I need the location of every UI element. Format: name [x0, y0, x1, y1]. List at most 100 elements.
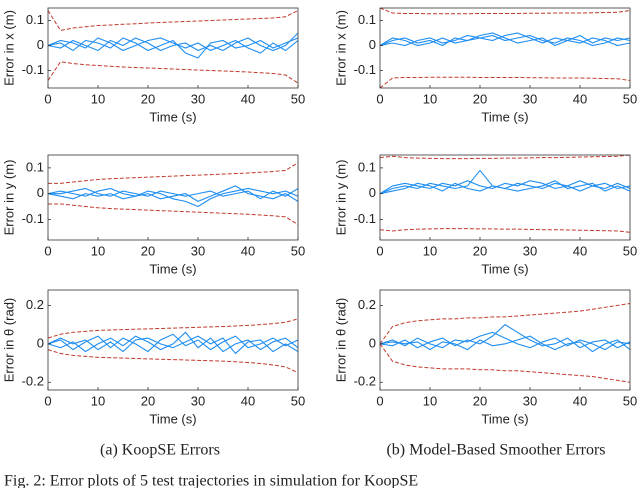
- axes-box: [47, 289, 299, 391]
- x-tick-label: 40: [241, 91, 255, 106]
- x-tick-label: 50: [291, 91, 305, 106]
- x-axis-label: Time (s): [481, 261, 528, 276]
- trajectory-line: [48, 187, 298, 208]
- x-tick-label: 40: [241, 393, 255, 408]
- trajectory-line: [48, 203, 298, 225]
- y-tick-label: 0: [37, 37, 44, 52]
- x-tick-label: 20: [141, 243, 155, 258]
- trajectory-line: [48, 10, 298, 32]
- x-tick-label: 40: [573, 91, 587, 106]
- caption-b: (b) Model-Based Smoother Errors: [386, 442, 605, 459]
- trajectory-line: [48, 333, 298, 353]
- y-axis-label: Error in y (m): [1, 160, 16, 236]
- trajectory-line: [48, 61, 298, 84]
- x-tick-label: 30: [191, 91, 205, 106]
- trajectory-line: [48, 318, 298, 339]
- trajectory-line: [380, 34, 630, 47]
- x-tick-label: 10: [423, 243, 437, 258]
- x-axis-label: Time (s): [481, 411, 528, 426]
- y-tick-label: 0: [369, 37, 376, 52]
- trajectory-line: [380, 343, 630, 383]
- trajectory-line: [380, 32, 630, 47]
- trajectory-line: [380, 323, 630, 349]
- x-tick-label: 30: [191, 393, 205, 408]
- y-axis-label: Error in x (m): [1, 10, 16, 86]
- x-tick-label: 20: [473, 243, 487, 258]
- y-tick-label: -0.1: [22, 211, 44, 226]
- y-axis-label: Error in θ (rad): [1, 298, 16, 383]
- x-tick-label: 30: [523, 243, 537, 258]
- trajectory-line: [380, 180, 630, 195]
- caption-a: (a) KoopSE Errors: [100, 442, 220, 459]
- trajectory-line: [380, 76, 630, 88]
- axes-box: [379, 7, 631, 89]
- x-tick-label: 20: [141, 91, 155, 106]
- trajectory-line: [48, 185, 298, 202]
- trajectory-line: [380, 302, 630, 345]
- axes-box: [47, 154, 299, 241]
- x-tick-label: 50: [623, 91, 637, 106]
- x-axis-label: Time (s): [149, 411, 196, 426]
- x-tick-label: 0: [376, 393, 383, 408]
- axes-box: [379, 154, 631, 241]
- x-axis-label: Time (s): [149, 261, 196, 276]
- x-tick-label: 40: [573, 393, 587, 408]
- trajectory-line: [48, 162, 298, 184]
- y-tick-label: 0: [37, 185, 44, 200]
- trajectory-line: [380, 8, 630, 15]
- x-tick-label: 50: [623, 393, 637, 408]
- axes-box: [47, 7, 299, 89]
- trajectory-line: [380, 169, 630, 195]
- x-tick-label: 40: [573, 243, 587, 258]
- trajectory-line: [380, 180, 630, 195]
- y-tick-label: 0: [369, 185, 376, 200]
- x-tick-label: 10: [423, 393, 437, 408]
- trajectory-line: [48, 349, 298, 374]
- y-tick-label: 0.1: [26, 12, 44, 27]
- figure-caption: Fig. 2: Error plots of 5 test trajectori…: [4, 473, 418, 488]
- y-axis-label: Error in x (m): [333, 10, 348, 86]
- x-tick-label: 20: [141, 393, 155, 408]
- y-axis-label: Error in θ (rad): [333, 298, 348, 383]
- x-tick-label: 10: [91, 393, 105, 408]
- x-tick-label: 40: [241, 243, 255, 258]
- trajectory-line: [48, 331, 298, 353]
- trajectory-line: [48, 187, 298, 200]
- x-tick-label: 20: [473, 393, 487, 408]
- y-tick-label: 0: [369, 335, 376, 350]
- y-tick-label: 0.1: [358, 12, 376, 27]
- y-tick-label: 0.2: [358, 297, 376, 312]
- y-tick-label: 0.2: [26, 297, 44, 312]
- y-tick-label: 0.1: [26, 159, 44, 174]
- trajectory-line: [48, 32, 298, 52]
- trajectory-line: [380, 32, 630, 47]
- x-tick-label: 10: [91, 91, 105, 106]
- axes-box: [379, 289, 631, 391]
- x-tick-label: 30: [191, 243, 205, 258]
- y-tick-label: -0.1: [354, 211, 376, 226]
- trajectory-line: [380, 228, 630, 233]
- x-axis-label: Time (s): [481, 109, 528, 124]
- trajectory-line: [48, 37, 298, 59]
- x-tick-label: 0: [44, 243, 51, 258]
- y-tick-label: -0.1: [354, 62, 376, 77]
- trajectory-line: [380, 155, 630, 160]
- x-tick-label: 0: [44, 91, 51, 106]
- x-tick-label: 10: [91, 243, 105, 258]
- y-tick-label: 0: [37, 335, 44, 350]
- y-tick-label: 0.1: [358, 159, 376, 174]
- x-axis-label: Time (s): [149, 109, 196, 124]
- x-tick-label: 50: [291, 243, 305, 258]
- trajectory-line: [380, 335, 630, 353]
- trajectory-line: [380, 331, 630, 351]
- y-tick-label: -0.2: [22, 374, 44, 389]
- x-tick-label: 0: [376, 243, 383, 258]
- y-tick-label: -0.1: [22, 62, 44, 77]
- y-tick-label: -0.2: [354, 374, 376, 389]
- x-tick-label: 0: [44, 393, 51, 408]
- y-axis-label: Error in y (m): [333, 160, 348, 236]
- x-tick-label: 20: [473, 91, 487, 106]
- trajectory-line: [48, 37, 298, 54]
- x-tick-label: 0: [376, 91, 383, 106]
